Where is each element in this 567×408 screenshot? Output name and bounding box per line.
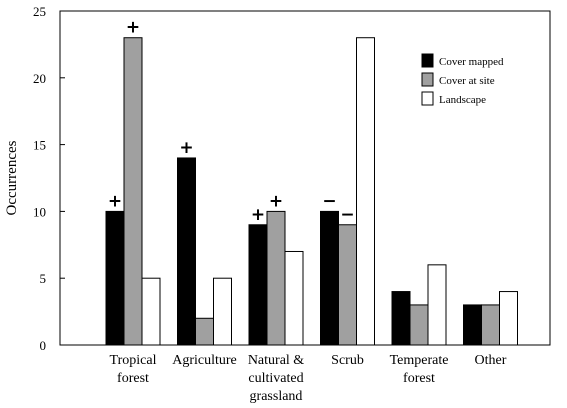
legend-label: Cover mapped — [439, 56, 504, 68]
bars — [105, 37, 518, 346]
bar — [338, 224, 357, 346]
bar — [213, 277, 232, 346]
significance-marker: + — [251, 205, 265, 225]
significance-marker: + — [126, 18, 140, 38]
y-tick-label: 0 — [40, 338, 47, 353]
significance-marker: + — [108, 191, 122, 211]
legend-swatch — [421, 91, 434, 106]
x-category-label: Temperate — [390, 353, 449, 368]
y-tick-label: 15 — [33, 138, 46, 153]
bar — [105, 210, 125, 346]
bar — [320, 210, 339, 346]
significance-marker: + — [179, 138, 193, 158]
significance-marker: − — [322, 191, 336, 211]
legend: Cover mapped Cover at site Landscape — [421, 53, 504, 106]
y-tick-label: 5 — [40, 271, 47, 286]
x-category-label: Agriculture — [172, 353, 237, 368]
x-category-label: forest — [403, 371, 435, 386]
x-category-label: forest — [117, 371, 149, 386]
y-tick-label: 25 — [33, 4, 46, 19]
significance-marker: + — [269, 191, 283, 211]
legend-swatch — [421, 53, 434, 68]
bar — [284, 250, 304, 346]
x-category-label: Natural & — [248, 353, 304, 368]
x-axis-labels: Tropical forest Agriculture Natural & cultiv… — [110, 353, 507, 404]
significance-marker: − — [340, 205, 354, 225]
bar — [177, 157, 196, 346]
bar — [123, 37, 143, 346]
x-category-label: Tropical — [110, 353, 157, 368]
x-category-label: cultivated — [248, 371, 303, 386]
y-tick-label: 20 — [33, 71, 46, 86]
bar — [356, 37, 375, 346]
x-category-label: grassland — [250, 389, 303, 404]
significance-annotations: +++++ −− — [108, 18, 355, 225]
y-axis-ticks: 0 5 10 15 20 25 — [33, 4, 65, 353]
legend-swatch — [421, 72, 434, 87]
bar — [427, 264, 447, 346]
bar — [141, 277, 161, 346]
bar — [266, 210, 286, 346]
legend-label: Cover at site — [439, 75, 495, 87]
x-category-label: Other — [475, 353, 507, 368]
bar — [481, 304, 500, 346]
x-category-label: Scrub — [331, 353, 364, 368]
bar — [409, 304, 429, 346]
legend-label: Landscape — [439, 94, 486, 106]
bar — [195, 317, 214, 346]
bar — [391, 291, 411, 346]
bar — [499, 291, 518, 346]
bar — [248, 224, 268, 346]
y-tick-label: 10 — [33, 204, 46, 219]
plot-frame — [59, 10, 551, 346]
bar — [463, 304, 482, 346]
y-axis-label: Occurrences — [4, 140, 20, 215]
